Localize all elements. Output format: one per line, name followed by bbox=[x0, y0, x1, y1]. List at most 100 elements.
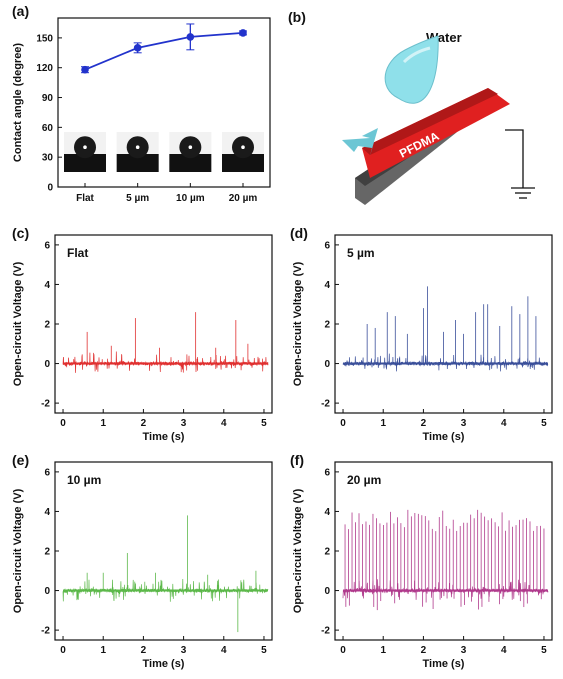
x-tick-label-f: 3 bbox=[461, 645, 467, 656]
x-axis-label-f: Time (s) bbox=[423, 658, 465, 670]
y-axis-label-d: Open-circuit Voltage (V) bbox=[292, 261, 304, 386]
droplet-image bbox=[222, 132, 264, 172]
y-tick-label-a: 0 bbox=[47, 183, 53, 194]
droplet-highlight bbox=[135, 145, 140, 149]
annotation-d: 5 µm bbox=[347, 246, 375, 260]
droplet-image bbox=[116, 132, 159, 172]
x-tick-label-a: 5 µm bbox=[126, 193, 149, 204]
y-tick-label-a: 90 bbox=[42, 93, 54, 104]
droplet-highlight bbox=[83, 145, 87, 149]
y-tick-label-f: 4 bbox=[324, 507, 330, 518]
data-point bbox=[133, 44, 142, 52]
annotation-f: 20 µm bbox=[347, 473, 381, 487]
y-tick-label-f: 2 bbox=[324, 547, 330, 558]
water-drop bbox=[384, 35, 439, 104]
x-axis-label-e: Time (s) bbox=[143, 658, 185, 670]
drop-highlight bbox=[402, 46, 431, 64]
y-tick-label-a: 30 bbox=[42, 153, 54, 164]
x-tick-label-c: 4 bbox=[221, 418, 227, 429]
droplet-highlight bbox=[188, 145, 193, 149]
signal-c bbox=[62, 312, 269, 373]
x-tick-label-d: 1 bbox=[380, 418, 386, 429]
panel-e: (e) 0 1 2 3 4 5 -2 0 2 4 6 Time (s) Open-circuit Volt… bbox=[12, 452, 273, 670]
x-tick-label-d: 5 bbox=[541, 418, 547, 429]
x-tick-label-c: 0 bbox=[60, 418, 66, 429]
x-tick-label-e: 3 bbox=[181, 645, 187, 656]
annotation-c: Flat bbox=[67, 246, 88, 260]
y-tick-label-f: 6 bbox=[324, 467, 330, 478]
x-tick-label-d: 0 bbox=[340, 418, 346, 429]
image-substrate bbox=[169, 154, 212, 172]
x-tick-label-e: 4 bbox=[221, 645, 227, 656]
pfdma-top bbox=[362, 88, 498, 155]
panel-label-b: (b) bbox=[288, 9, 306, 25]
panel-label-d: (d) bbox=[290, 225, 308, 241]
x-axis-label-c: Time (s) bbox=[143, 431, 185, 443]
data-point bbox=[186, 33, 195, 41]
plot-frame-d bbox=[334, 234, 553, 414]
contact-angle-line bbox=[84, 32, 244, 71]
x-tick-label-e: 1 bbox=[100, 645, 106, 656]
panel-label-e: (e) bbox=[12, 452, 29, 468]
y-tick-label-c: 6 bbox=[44, 240, 50, 251]
y-tick-label-c: 0 bbox=[44, 359, 50, 370]
y-tick-label-c: -2 bbox=[41, 399, 50, 410]
baseline-noise bbox=[342, 353, 549, 372]
panel-a: (a) 0 30 60 90 120 150 Flat 5 µm 10 µm 20 µm Contac… bbox=[12, 3, 271, 204]
y-tick-label-c: 2 bbox=[44, 320, 50, 331]
y-tick-label-e: 4 bbox=[44, 507, 50, 518]
droplet-image bbox=[64, 132, 106, 172]
data-point bbox=[239, 29, 247, 37]
y-tick-label-e: 0 bbox=[44, 586, 50, 597]
panel-f: (f) 0 1 2 3 4 5 -2 0 2 4 6 Time (s) Open-circuit Volt… bbox=[290, 452, 553, 670]
panel-label-a: (a) bbox=[12, 3, 29, 19]
y-tick-label-e: -2 bbox=[41, 626, 50, 637]
x-tick-label-a: 20 µm bbox=[229, 193, 258, 204]
y-tick-label-e: 6 bbox=[44, 467, 50, 478]
x-tick-label-f: 5 bbox=[541, 645, 547, 656]
motion-arrow bbox=[342, 128, 378, 156]
pfdma-layer bbox=[362, 88, 510, 178]
y-tick-label-c: 4 bbox=[44, 280, 50, 291]
droplet-image bbox=[169, 132, 212, 172]
plot-frame-e bbox=[54, 461, 273, 641]
y-axis-label-e: Open-circuit Voltage (V) bbox=[12, 488, 24, 613]
y-axis-label-f: Open-circuit Voltage (V) bbox=[292, 488, 304, 613]
x-tick-label-c: 5 bbox=[261, 418, 267, 429]
x-tick-label-c: 3 bbox=[181, 418, 187, 429]
signal-d bbox=[342, 286, 549, 372]
data-point bbox=[81, 65, 89, 74]
image-substrate bbox=[222, 154, 264, 172]
y-tick-label-a: 120 bbox=[36, 63, 53, 74]
x-tick-label-f: 4 bbox=[501, 645, 507, 656]
y-tick-label-a: 60 bbox=[42, 123, 54, 134]
image-substrate bbox=[64, 154, 106, 172]
x-tick-label-c: 1 bbox=[100, 418, 106, 429]
x-tick-label-d: 2 bbox=[421, 418, 427, 429]
x-tick-label-d: 4 bbox=[501, 418, 507, 429]
image-substrate bbox=[116, 154, 159, 172]
y-tick-label-d: -2 bbox=[321, 399, 330, 410]
x-tick-label-c: 2 bbox=[141, 418, 147, 429]
x-tick-label-e: 2 bbox=[141, 645, 147, 656]
panel-d: (d) 0 1 2 3 4 5 -2 0 2 4 6 Time (s) Open-circuit Volt… bbox=[290, 225, 553, 443]
x-tick-label-f: 0 bbox=[340, 645, 346, 656]
y-tick-label-e: 2 bbox=[44, 547, 50, 558]
x-tick-label-f: 1 bbox=[380, 645, 386, 656]
panel-label-f: (f) bbox=[290, 452, 304, 468]
x-tick-label-a: 10 µm bbox=[176, 193, 205, 204]
x-tick-label-e: 5 bbox=[261, 645, 267, 656]
y-tick-label-a: 150 bbox=[36, 33, 53, 44]
signal-e bbox=[62, 515, 269, 633]
y-tick-label-d: 0 bbox=[324, 359, 330, 370]
droplet-highlight bbox=[241, 145, 245, 149]
x-axis-label-d: Time (s) bbox=[423, 431, 465, 443]
x-tick-label-a: Flat bbox=[76, 193, 94, 204]
baseline-noise bbox=[62, 351, 269, 373]
annotation-e: 10 µm bbox=[67, 473, 101, 487]
y-tick-label-f: -2 bbox=[321, 626, 330, 637]
x-tick-label-e: 0 bbox=[60, 645, 66, 656]
y-axis-label-c: Open-circuit Voltage (V) bbox=[12, 261, 24, 386]
